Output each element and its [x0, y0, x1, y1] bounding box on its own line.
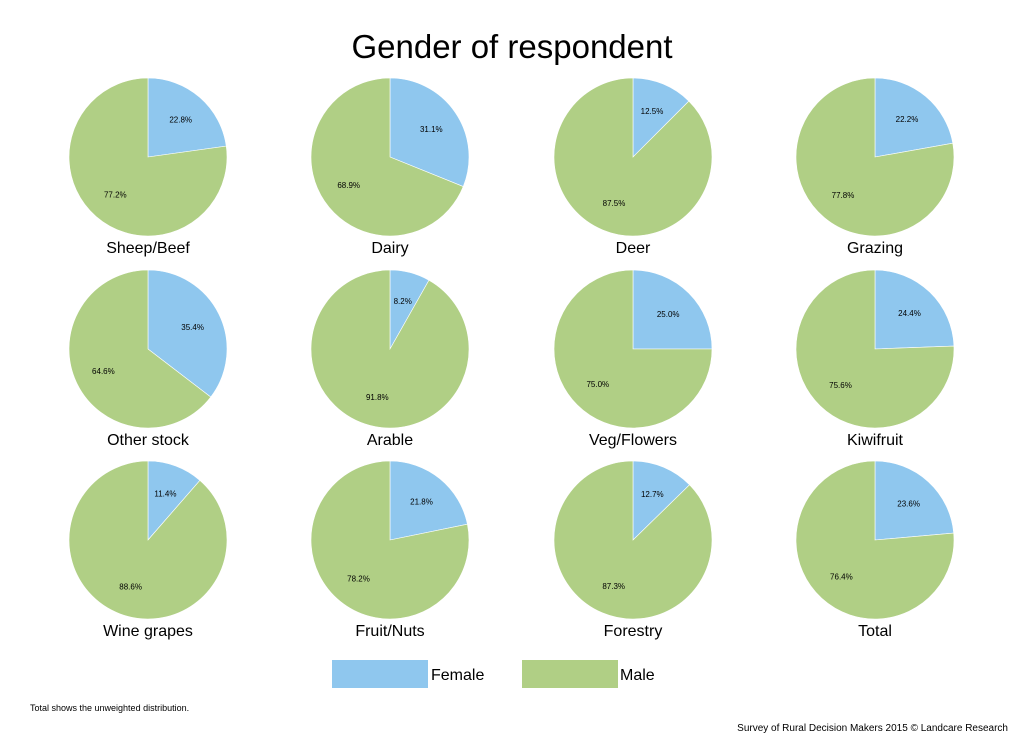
data-label-wine-grapes-female: 11.4%: [154, 489, 176, 498]
legend-swatch-female: [332, 660, 428, 688]
pie-grazing: 22.2% 77.8% Grazing: [795, 77, 955, 257]
slice-fruit-nuts-male: [310, 460, 470, 620]
data-label-other-stock-male: 64.6%: [92, 367, 115, 376]
source-credit: Survey of Rural Decision Makers 2015 © L…: [737, 723, 1008, 734]
slice-grazing-male: [795, 77, 955, 237]
pie-kiwifruit: 24.4% 75.6% Kiwifruit: [795, 269, 955, 449]
data-label-kiwifruit-male: 75.6%: [829, 381, 852, 390]
data-label-sheep-beef-female: 22.8%: [169, 116, 192, 125]
pie-label-fruit-nuts: Fruit/Nuts: [355, 623, 424, 640]
pie-label-kiwifruit: Kiwifruit: [847, 432, 904, 449]
data-label-deer-male: 87.5%: [603, 199, 626, 208]
data-label-forestry-male: 87.3%: [602, 582, 625, 591]
slice-total-male: [795, 460, 955, 620]
pie-label-dairy: Dairy: [371, 240, 408, 257]
slice-dairy-male: [310, 77, 464, 237]
data-label-total-male: 76.4%: [830, 573, 853, 582]
slice-sheep-beef-male: [68, 77, 228, 237]
pie-label-veg-flowers: Veg/Flowers: [589, 432, 677, 449]
pie-dairy: 31.1% 68.9% Dairy: [310, 77, 470, 257]
footnote: Total shows the unweighted distribution.: [30, 703, 189, 713]
pie-label-wine-grapes: Wine grapes: [103, 623, 193, 640]
slice-kiwifruit-male: [795, 269, 955, 429]
pie-label-grazing: Grazing: [847, 240, 903, 257]
data-label-forestry-female: 12.7%: [641, 490, 664, 499]
data-label-grazing-female: 22.2%: [896, 115, 919, 124]
data-label-wine-grapes-male: 88.6%: [119, 583, 142, 592]
data-label-deer-female: 12.5%: [641, 107, 664, 116]
slice-sheep-beef-female: [147, 77, 227, 158]
data-label-veg-flowers-male: 75.0%: [586, 380, 609, 389]
pie-sheep-beef: 22.8% 77.2% Sheep/Beef: [68, 77, 228, 257]
data-label-dairy-male: 68.9%: [337, 181, 360, 190]
slice-wine-grapes-male: [68, 460, 228, 620]
slice-arable-male: [310, 269, 470, 429]
slice-deer-male: [553, 77, 713, 237]
slice-grazing-female: [874, 77, 954, 158]
pie-label-other-stock: Other stock: [107, 432, 190, 449]
legend: Female Male: [332, 660, 655, 688]
pie-veg-flowers: 25.0% 75.0% Veg/Flowers: [553, 269, 713, 449]
slice-dairy-female: [389, 77, 470, 187]
pie-label-total: Total: [858, 623, 892, 640]
legend-label-male: Male: [620, 667, 655, 684]
slice-veg-flowers-female: [632, 269, 713, 350]
legend-swatch-male: [522, 660, 618, 688]
data-label-total-female: 23.6%: [897, 499, 920, 508]
pie-fruit-nuts: 21.8% 78.2% Fruit/Nuts: [310, 460, 470, 640]
pie-forestry: 12.7% 87.3% Forestry: [553, 460, 713, 640]
slice-forestry-female: [632, 460, 690, 541]
pie-label-sheep-beef: Sheep/Beef: [106, 240, 190, 257]
pie-arable: 8.2% 91.8% Arable: [310, 269, 470, 449]
slice-fruit-nuts-female: [389, 460, 468, 541]
data-label-arable-female: 8.2%: [394, 297, 412, 306]
slice-deer-female: [632, 77, 690, 158]
data-label-fruit-nuts-female: 21.8%: [410, 498, 433, 507]
data-label-other-stock-female: 35.4%: [181, 323, 204, 332]
slice-other-stock-male: [68, 269, 212, 429]
slice-veg-flowers-male: [553, 269, 713, 429]
pie-other-stock: 35.4% 64.6% Other stock: [68, 269, 228, 449]
data-label-sheep-beef-male: 77.2%: [104, 191, 127, 200]
data-label-arable-male: 91.8%: [366, 393, 389, 402]
slice-forestry-male: [553, 460, 713, 620]
pie-total: 23.6% 76.4% Total: [795, 460, 955, 640]
slice-other-stock-female: [147, 269, 228, 398]
slice-kiwifruit-female: [874, 269, 955, 350]
pie-deer: 12.5% 87.5% Deer: [553, 77, 713, 257]
pies-group: 22.8% 77.2% Sheep/Beef 31.1% 68.9% Dairy 12.5%…: [68, 77, 955, 640]
data-label-grazing-male: 77.8%: [832, 191, 855, 200]
data-label-kiwifruit-female: 24.4%: [898, 309, 921, 318]
pie-wine-grapes: 11.4% 88.6% Wine grapes: [68, 460, 228, 640]
pie-label-deer: Deer: [616, 240, 651, 257]
pie-label-forestry: Forestry: [604, 623, 663, 640]
data-label-dairy-female: 31.1%: [420, 125, 443, 134]
data-label-fruit-nuts-male: 78.2%: [347, 575, 370, 584]
chart-title: Gender of respondent: [351, 28, 672, 65]
legend-label-female: Female: [431, 667, 484, 684]
data-label-veg-flowers-female: 25.0%: [657, 310, 680, 319]
slice-total-female: [874, 460, 955, 541]
pie-label-arable: Arable: [367, 432, 413, 449]
